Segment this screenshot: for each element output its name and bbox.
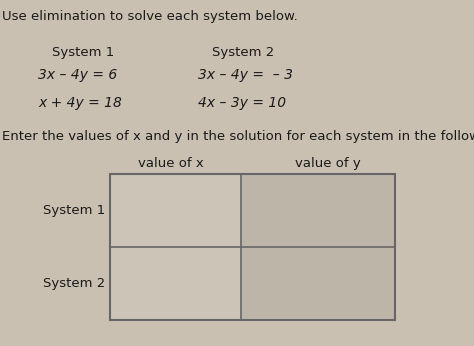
Bar — [241, 174, 395, 247]
Text: Use elimination to solve each system below.: Use elimination to solve each system bel… — [2, 10, 298, 23]
Text: x + 4y = 18: x + 4y = 18 — [38, 96, 122, 110]
Bar — [110, 247, 241, 320]
Text: 3x – 4y =  – 3: 3x – 4y = – 3 — [198, 68, 293, 82]
Bar — [110, 174, 241, 247]
Text: System 2: System 2 — [212, 46, 274, 59]
Text: System 2: System 2 — [43, 277, 105, 290]
Bar — [110, 174, 395, 320]
Text: 3x – 4y = 6: 3x – 4y = 6 — [38, 68, 117, 82]
Text: value of x: value of x — [138, 157, 204, 170]
Text: System 1: System 1 — [52, 46, 114, 59]
Text: System 1: System 1 — [43, 204, 105, 217]
Text: Enter the values of x and y in the solution for each system in the following tab: Enter the values of x and y in the solut… — [2, 130, 474, 143]
Text: value of y: value of y — [295, 157, 361, 170]
Bar — [241, 247, 395, 320]
Text: 4x – 3y = 10: 4x – 3y = 10 — [198, 96, 286, 110]
